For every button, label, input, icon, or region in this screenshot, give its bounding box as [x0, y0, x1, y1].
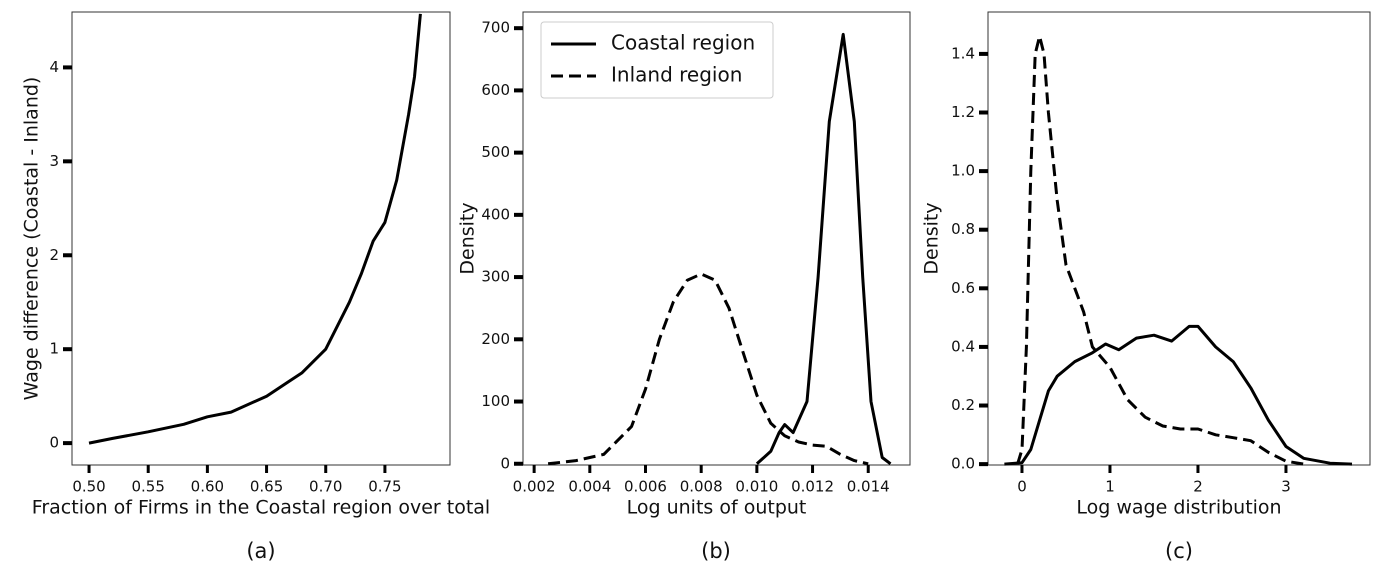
- line-series: [1016, 34, 1304, 466]
- y-tick-label: 700: [481, 19, 510, 37]
- y-tick-label: 1: [49, 340, 59, 358]
- x-tick-label: 0.65: [250, 478, 283, 496]
- y-tick-label: 0: [500, 454, 510, 472]
- y-tick-label: 0: [49, 434, 59, 452]
- y-axis-label: Density: [921, 202, 943, 274]
- y-tick-label: 0.8: [951, 220, 975, 238]
- legend-label: Coastal region: [611, 31, 755, 55]
- x-tick-label: 0.75: [368, 478, 401, 496]
- x-tick-label: 0.55: [132, 478, 165, 496]
- x-tick-label: 0.012: [791, 478, 834, 496]
- line-series: [755, 32, 892, 465]
- y-tick-label: 1.0: [951, 162, 975, 180]
- x-tick-label: 2: [1193, 478, 1203, 496]
- x-tick-label: 0.50: [72, 478, 105, 496]
- y-axis-label: Density: [457, 202, 479, 274]
- y-tick-label: 2: [49, 246, 59, 264]
- x-tick-label: 0.010: [735, 478, 778, 496]
- y-axis-label: Wage difference (Coastal - Inland): [21, 77, 43, 401]
- plot-frame: [987, 11, 1371, 466]
- y-tick-label: 0.0: [951, 455, 975, 473]
- x-tick-label: 0.006: [624, 478, 667, 496]
- x-tick-label: 0: [1017, 478, 1027, 496]
- y-tick-label: 400: [481, 205, 510, 223]
- y-tick-label: 0.2: [951, 396, 975, 414]
- y-tick-label: 300: [481, 268, 510, 286]
- x-axis-label: Log units of output: [627, 497, 807, 519]
- legend-label: Inland region: [611, 63, 742, 87]
- x-tick-label: 0.60: [191, 478, 224, 496]
- x-tick-label: 0.70: [309, 478, 342, 496]
- x-tick-label: 0.008: [680, 478, 723, 496]
- y-tick-label: 200: [481, 330, 510, 348]
- x-tick-label: 1: [1105, 478, 1115, 496]
- line-series: [547, 272, 869, 466]
- x-tick-label: 0.002: [513, 478, 556, 496]
- x-tick-label: 0.014: [847, 478, 890, 496]
- y-tick-label: 600: [481, 81, 510, 99]
- plot-frame: [522, 11, 911, 466]
- y-tick-label: 1.2: [951, 103, 975, 121]
- panel-caption: (b): [701, 539, 731, 563]
- y-tick-label: 100: [481, 392, 510, 410]
- legend-box: [540, 21, 774, 99]
- plot-frame: [71, 11, 451, 466]
- x-tick-label: 0.004: [568, 478, 611, 496]
- x-axis-label: Log wage distribution: [1076, 497, 1281, 519]
- y-tick-label: 500: [481, 143, 510, 161]
- line-series: [1004, 324, 1353, 466]
- panel-caption: (a): [246, 539, 275, 563]
- y-tick-label: 4: [49, 58, 59, 76]
- panel-caption: (c): [1165, 539, 1193, 563]
- y-tick-label: 0.4: [951, 337, 975, 355]
- y-tick-label: 3: [49, 152, 59, 170]
- y-tick-label: 1.4: [951, 44, 975, 62]
- x-axis-label: Fraction of Firms in the Coastal region …: [32, 497, 490, 519]
- line-series: [88, 13, 422, 445]
- y-tick-label: 0.6: [951, 279, 975, 297]
- x-tick-label: 3: [1281, 478, 1291, 496]
